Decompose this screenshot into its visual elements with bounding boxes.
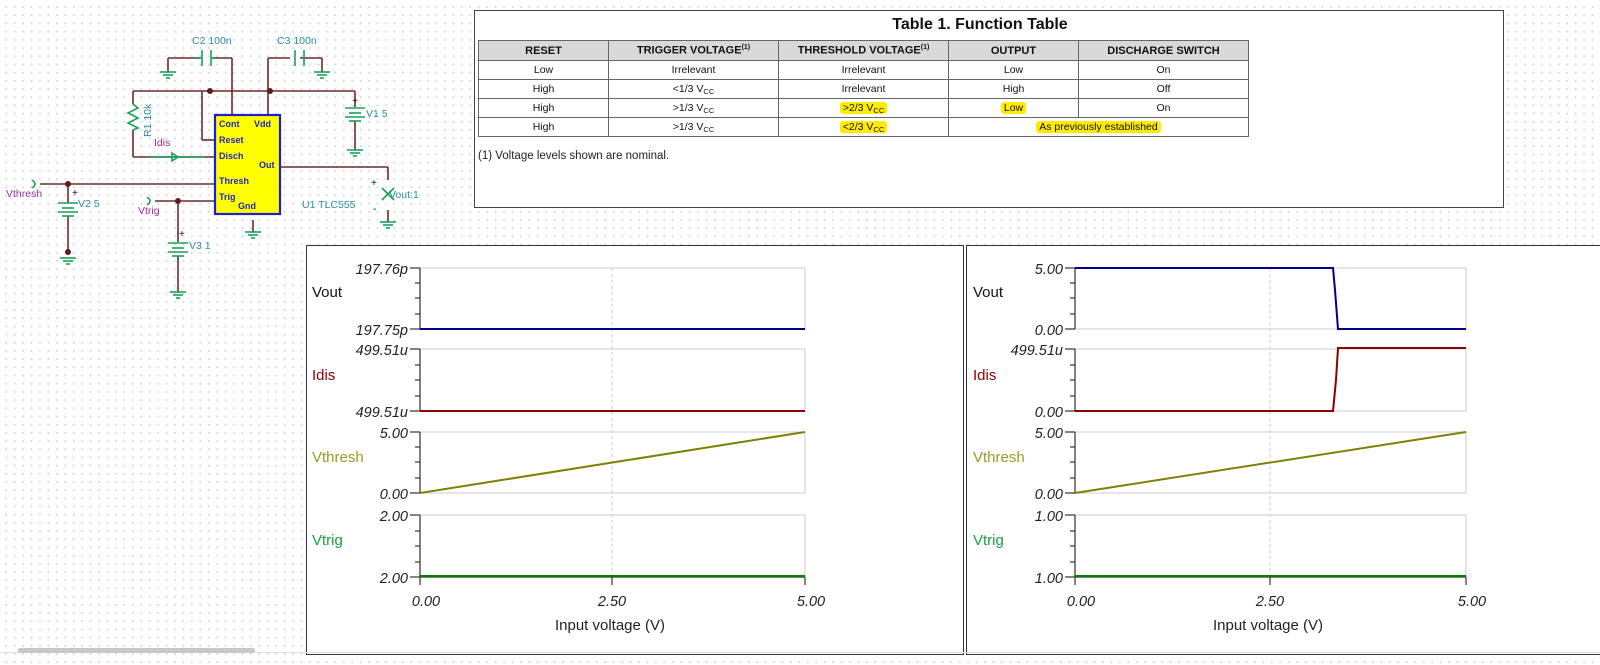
cell: On bbox=[1078, 98, 1249, 118]
cell-highlighted: Low bbox=[948, 98, 1079, 118]
y-tick: 499.51u bbox=[355, 343, 407, 359]
label-vthresh: Vthresh bbox=[312, 449, 364, 466]
probe-vtrig[interactable]: Vtrig bbox=[138, 205, 160, 217]
trace-vout bbox=[1074, 266, 1466, 330]
table-row: High <1/3 VCC Irrelevant High Off bbox=[478, 79, 1249, 99]
x-tick: 2.50 bbox=[1254, 594, 1283, 610]
trace-vthresh bbox=[1074, 430, 1466, 494]
pin-out: Out bbox=[259, 160, 275, 170]
r1-label[interactable]: R1 10k bbox=[142, 103, 154, 137]
cell: Off bbox=[1078, 79, 1249, 99]
horizontal-scrollbar[interactable] bbox=[18, 648, 255, 653]
label-vout: Vout bbox=[973, 284, 1004, 301]
schematic-canvas[interactable]: Cont Vdd Reset Disch Out Thresh Trig Gnd… bbox=[0, 20, 440, 300]
x-axis-label: Input voltage (V) bbox=[1212, 617, 1322, 634]
pin-vdd: Vdd bbox=[254, 119, 271, 129]
y-tick: 1.00 bbox=[1034, 509, 1062, 525]
y-tick: 0.00 bbox=[1034, 405, 1062, 421]
vout-meter-label[interactable]: Vout:1 bbox=[389, 189, 419, 201]
pin-trig: Trig bbox=[219, 192, 236, 202]
chart-left[interactable]: 197.76p 197.75p 499.51u 499.51u 5.00 0.0… bbox=[306, 245, 964, 655]
pin-thresh: Thresh bbox=[219, 176, 249, 186]
cell: >1/3 VCC bbox=[608, 117, 779, 137]
header-output: OUTPUT bbox=[948, 40, 1079, 61]
label-vthresh: Vthresh bbox=[973, 449, 1025, 466]
table-row: Low Irrelevant Irrelevant Low On bbox=[478, 60, 1249, 80]
bottom-divider bbox=[0, 652, 1600, 653]
label-idis: Idis bbox=[312, 367, 335, 384]
x-axis-label: Input voltage (V) bbox=[554, 617, 664, 634]
trace-vthresh bbox=[419, 430, 805, 494]
y-tick: 2.00 bbox=[378, 509, 407, 525]
y-tick: 2.00 bbox=[378, 571, 407, 587]
cell: On bbox=[1078, 60, 1249, 80]
v1-plus: + bbox=[352, 96, 358, 107]
meter-minus: - bbox=[373, 204, 376, 215]
tlc555-chip[interactable] bbox=[213, 113, 282, 216]
header-discharge: DISCHARGE SWITCH bbox=[1078, 40, 1249, 61]
table-footnote: (1) Voltage levels shown are nominal. bbox=[478, 150, 670, 162]
y-tick: 0.00 bbox=[379, 487, 407, 503]
pin-gnd: Gnd bbox=[238, 201, 256, 211]
y-tick: 499.51u bbox=[1010, 343, 1062, 359]
pin-cont: Cont bbox=[219, 119, 240, 129]
pin-reset: Reset bbox=[219, 135, 244, 145]
label-vtrig: Vtrig bbox=[973, 532, 1004, 549]
table-row: High >1/3 VCC <2/3 VCC As previously est… bbox=[478, 117, 1249, 137]
x-tick: 2.50 bbox=[596, 594, 625, 610]
table-header-row: RESET TRIGGER VOLTAGE(1) THRESHOLD VOLTA… bbox=[478, 40, 1249, 61]
v2-plus: + bbox=[72, 188, 78, 199]
cell: >1/3 VCC bbox=[608, 98, 779, 118]
cell: Irrelevant bbox=[778, 79, 949, 99]
cell-highlighted: As previously established bbox=[948, 117, 1249, 137]
y-tick: 0.00 bbox=[1034, 323, 1062, 339]
cell: Irrelevant bbox=[778, 60, 949, 80]
cell: High bbox=[478, 98, 609, 118]
v3-label[interactable]: V3 1 bbox=[189, 240, 211, 252]
y-tick: 197.76p bbox=[355, 262, 407, 278]
v3-plus: + bbox=[179, 229, 185, 240]
function-table: RESET TRIGGER VOLTAGE(1) THRESHOLD VOLTA… bbox=[478, 40, 1249, 137]
x-tick: 0.00 bbox=[411, 594, 439, 610]
y-tick: 499.51u bbox=[355, 405, 407, 421]
u1-label[interactable]: U1 TLC555 bbox=[302, 199, 356, 211]
x-tick: 0.00 bbox=[1066, 594, 1094, 610]
header-trigger: TRIGGER VOLTAGE(1) bbox=[608, 40, 779, 61]
y-tick: 197.75p bbox=[355, 323, 407, 339]
label-idis: Idis bbox=[973, 367, 996, 384]
x-tick: 5.00 bbox=[1457, 594, 1485, 610]
v1-label[interactable]: V1 5 bbox=[366, 108, 388, 120]
cell: Irrelevant bbox=[608, 60, 779, 80]
y-tick: 5.00 bbox=[379, 426, 407, 442]
table-row: High >1/3 VCC >2/3 VCC Low On bbox=[478, 98, 1249, 118]
cell-highlighted: >2/3 VCC bbox=[778, 98, 949, 118]
cell: Low bbox=[478, 60, 609, 80]
trace-idis bbox=[1074, 346, 1466, 412]
meter-plus: + bbox=[371, 178, 377, 189]
header-threshold: THRESHOLD VOLTAGE(1) bbox=[778, 40, 949, 61]
probe-vthresh[interactable]: Vthresh bbox=[6, 188, 42, 200]
x-tick: 5.00 bbox=[796, 594, 824, 610]
table-title: Table 1. Function Table bbox=[892, 16, 1068, 33]
function-table-panel[interactable]: Table 1. Function Table RESET TRIGGER VO… bbox=[474, 10, 1504, 208]
v2-label[interactable]: V2 5 bbox=[78, 198, 100, 210]
y-tick: 5.00 bbox=[1034, 262, 1062, 278]
cell: High bbox=[478, 117, 609, 137]
y-tick: 0.00 bbox=[1034, 487, 1062, 503]
header-reset: RESET bbox=[478, 40, 609, 61]
y-tick: 5.00 bbox=[1034, 426, 1062, 442]
cell: High bbox=[478, 79, 609, 99]
cell: High bbox=[948, 79, 1079, 99]
cell: <1/3 VCC bbox=[608, 79, 779, 99]
label-vout: Vout bbox=[312, 284, 343, 301]
y-tick: 1.00 bbox=[1034, 571, 1062, 587]
cell-highlighted: <2/3 VCC bbox=[778, 117, 949, 137]
pin-disch: Disch bbox=[219, 151, 244, 161]
probe-idis[interactable]: Idis bbox=[154, 137, 170, 149]
cell: Low bbox=[948, 60, 1079, 80]
c2-label[interactable]: C2 100n bbox=[192, 35, 232, 47]
chart-right[interactable]: 5.00 0.00 499.51u 0.00 5.00 0.00 1.00 1.… bbox=[966, 245, 1600, 655]
label-vtrig: Vtrig bbox=[312, 532, 343, 549]
c3-label[interactable]: C3 100n bbox=[277, 35, 317, 47]
